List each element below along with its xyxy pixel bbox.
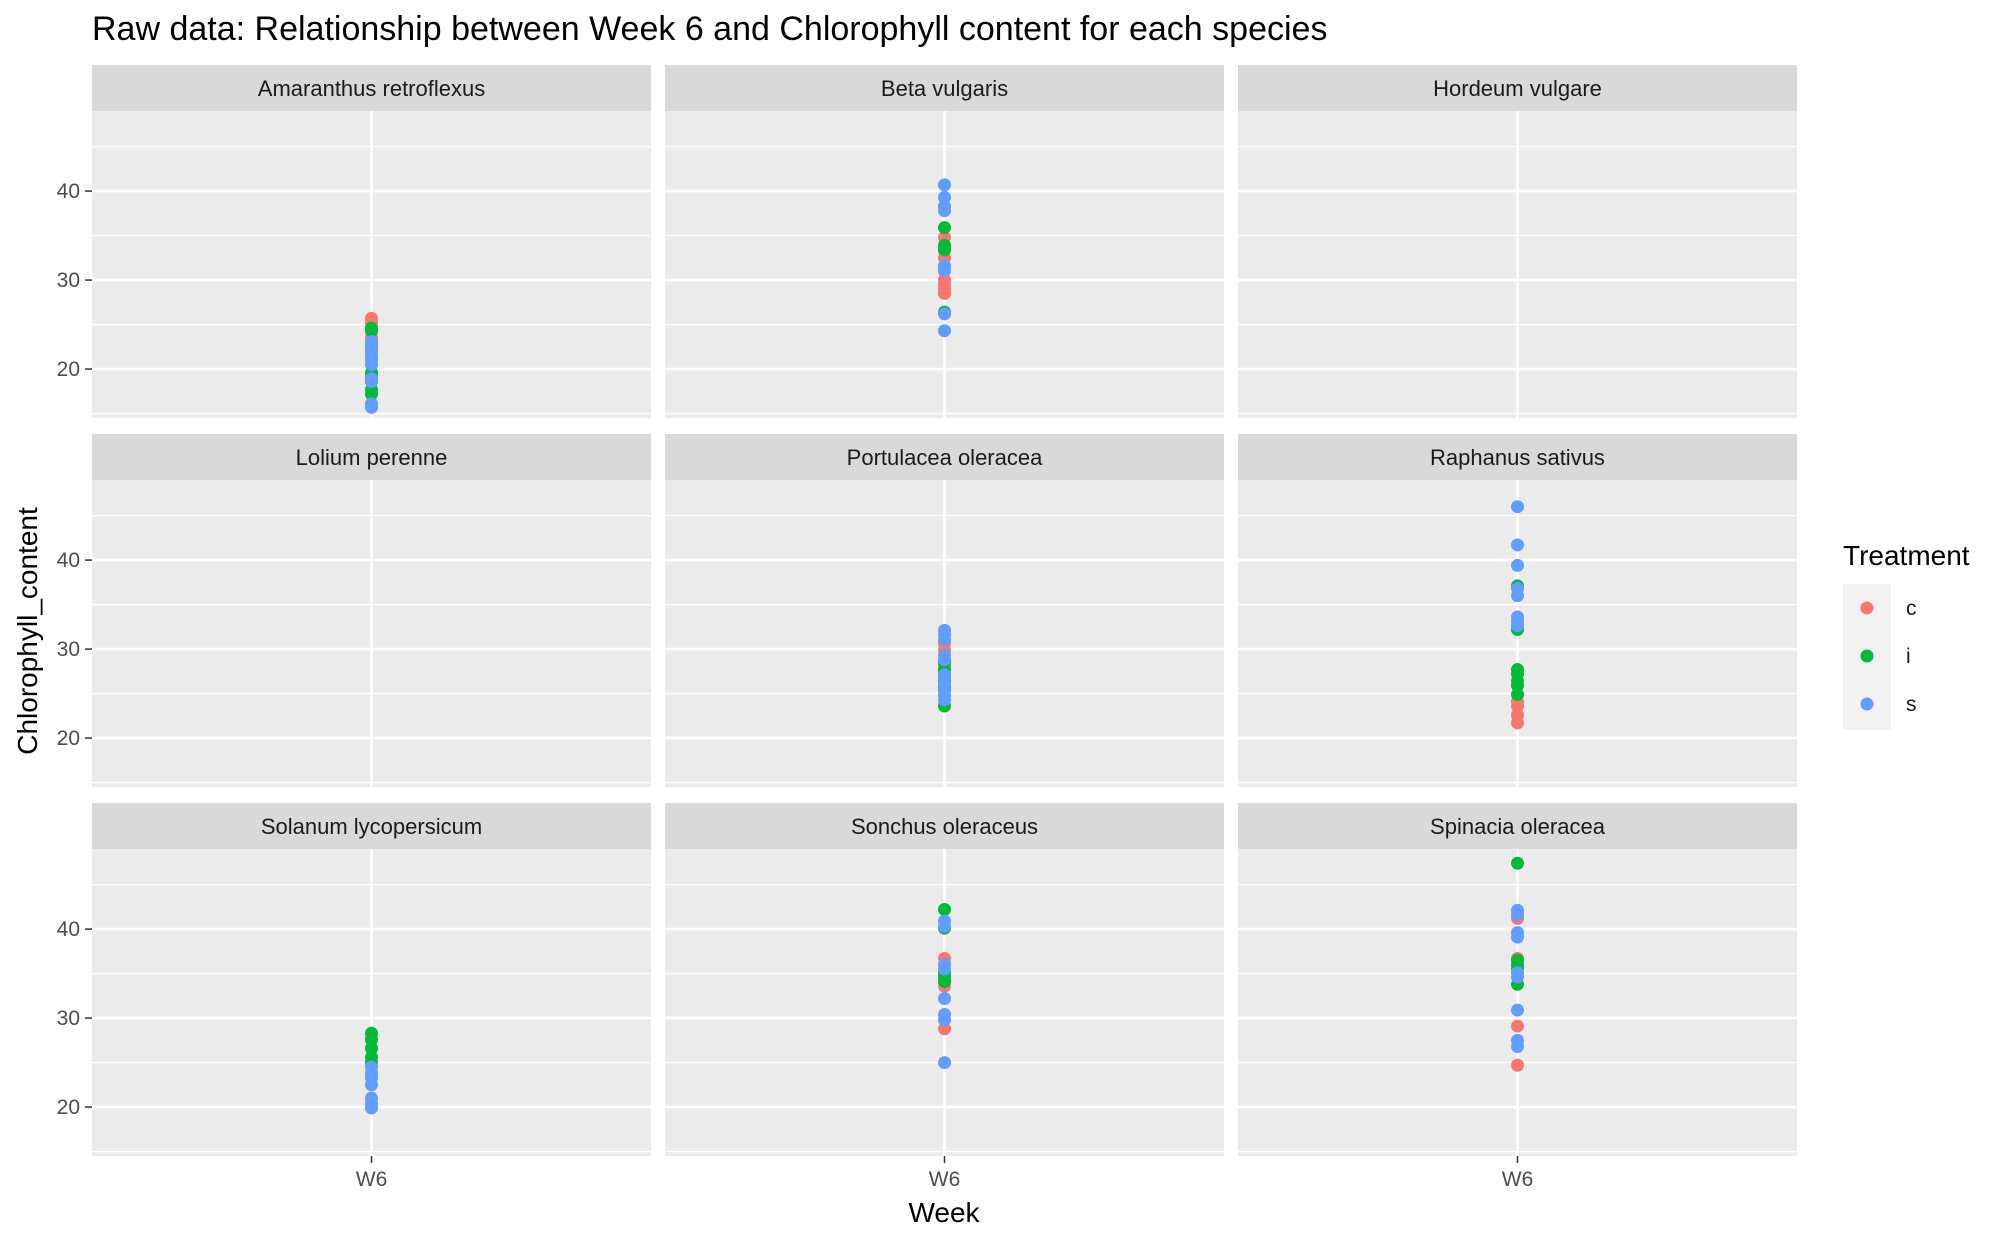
point-i (938, 221, 951, 235)
facet-strip (92, 434, 651, 480)
y-tick-label: 30 (57, 638, 80, 661)
point-c (938, 1022, 951, 1036)
facet-panels: Amaranthus retroflexus 20 30 40 Beta vulgari… (57, 65, 1797, 1191)
point-s (1511, 930, 1524, 944)
point-s (1511, 908, 1524, 922)
facet-strip-label: Raphanus sativus (1430, 445, 1605, 470)
x-tick-label: W6 (356, 1168, 388, 1191)
y-tick-label: 20 (57, 358, 80, 381)
point-i (1511, 687, 1524, 701)
point-s (938, 693, 951, 707)
facet-strip (665, 65, 1224, 111)
point-s (938, 263, 951, 277)
point-s (365, 1078, 378, 1092)
facet-strip-label: Portulacea oleracea (847, 445, 1043, 470)
point-s (1511, 589, 1524, 603)
legend-label-i: i (1906, 645, 1911, 668)
point-s (1511, 970, 1524, 984)
point-s (938, 190, 951, 204)
y-tick-label: 40 (57, 918, 80, 941)
x-tick-label: W6 (929, 1168, 961, 1191)
point-s (938, 204, 951, 218)
point-s (1511, 538, 1524, 552)
point-s (365, 1101, 378, 1115)
facet-strip-label: Hordeum vulgare (1433, 76, 1602, 101)
x-tick-label: W6 (1502, 1168, 1534, 1191)
point-s (1511, 1003, 1524, 1017)
point-i (938, 903, 951, 917)
facet-strip (1238, 65, 1797, 111)
y-tick-label: 40 (57, 180, 80, 203)
facet-strip-label: Amaranthus retroflexus (258, 76, 485, 101)
point-s (938, 307, 951, 321)
facet-hordeum-vulgare: Hordeum vulgare (1238, 65, 1797, 418)
legend-key-i (1860, 649, 1874, 663)
point-i (365, 1041, 378, 1055)
point-s (365, 400, 378, 414)
point-s (938, 991, 951, 1005)
point-s (938, 1056, 951, 1070)
facet-strip (665, 434, 1224, 480)
facet-strip (92, 65, 651, 111)
y-tick-label: 20 (57, 727, 80, 750)
point-c (1511, 1019, 1524, 1033)
facet-strip-label: Beta vulgaris (881, 76, 1008, 101)
legend-label-s: s (1906, 693, 1917, 716)
point-s (365, 375, 378, 389)
point-c (1511, 1058, 1524, 1072)
legend-key-s (1860, 697, 1874, 711)
facet-portulacea-oleracea: Portulacea oleracea (665, 434, 1224, 787)
y-tick-label: 40 (57, 549, 80, 572)
point-s (938, 178, 951, 192)
facet-sonchus-oleraceus: Sonchus oleraceus W6 (665, 803, 1224, 1191)
facet-strip (1238, 434, 1797, 480)
point-s (938, 668, 951, 682)
facet-lolium-perenne: Lolium perenne 20 30 40 (57, 434, 651, 787)
facet-strip (1238, 803, 1797, 849)
point-i (365, 1032, 378, 1046)
point-i (365, 324, 378, 338)
y-tick-label: 30 (57, 1007, 80, 1030)
legend: Treatment c i s (1843, 540, 1970, 730)
facet-amaranthus-retroflexus: Amaranthus retroflexus 20 30 40 (57, 65, 651, 418)
point-c (1511, 716, 1524, 730)
point-s (938, 919, 951, 933)
point-s (365, 358, 378, 372)
facet-solanum-lycopersicum: Solanum lycopersicum 20 30 40 W6 (57, 803, 651, 1191)
facet-strip-label: Lolium perenne (296, 445, 448, 470)
point-i (1511, 856, 1524, 870)
point-s (938, 653, 951, 667)
point-s (938, 962, 951, 976)
point-i (365, 387, 378, 401)
point-s (1511, 619, 1524, 633)
point-s (1511, 1040, 1524, 1054)
x-axis-title: Week (908, 1197, 980, 1228)
y-axis-title: Chlorophyll_content (12, 507, 43, 755)
point-i (938, 975, 951, 989)
legend-title: Treatment (1843, 540, 1970, 571)
point-s (938, 324, 951, 338)
facet-raphanus-sativus: Raphanus sativus (1238, 434, 1797, 787)
point-i (1511, 679, 1524, 693)
facet-strip-label: Sonchus oleraceus (851, 814, 1038, 839)
y-tick-label: 20 (57, 1096, 80, 1119)
facet-strip-label: Spinacia oleracea (1430, 814, 1606, 839)
facet-spinacia-oleracea: Spinacia oleracea W6 (1238, 803, 1797, 1191)
point-i (938, 243, 951, 257)
facet-strip (92, 803, 651, 849)
facet-strip (665, 803, 1224, 849)
point-c (938, 286, 951, 300)
point-c (1511, 699, 1524, 713)
point-s (938, 1013, 951, 1027)
legend-key-c (1860, 601, 1874, 615)
chart-title: Raw data: Relationship between Week 6 an… (92, 10, 1327, 48)
point-s (1511, 500, 1524, 514)
legend-label-c: c (1906, 597, 1917, 620)
point-s (938, 632, 951, 646)
y-tick-label: 30 (57, 269, 80, 292)
facet-beta-vulgaris: Beta vulgaris (665, 65, 1224, 418)
point-s (1511, 558, 1524, 572)
facet-strip-label: Solanum lycopersicum (261, 814, 482, 839)
